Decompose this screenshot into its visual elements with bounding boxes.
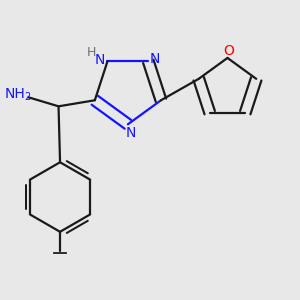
Text: N: N	[126, 126, 136, 140]
Text: O: O	[224, 44, 234, 58]
Text: H: H	[87, 46, 96, 59]
Text: NH: NH	[4, 87, 25, 101]
Text: 2: 2	[24, 92, 31, 102]
Text: N: N	[95, 53, 105, 67]
Text: N: N	[150, 52, 160, 66]
